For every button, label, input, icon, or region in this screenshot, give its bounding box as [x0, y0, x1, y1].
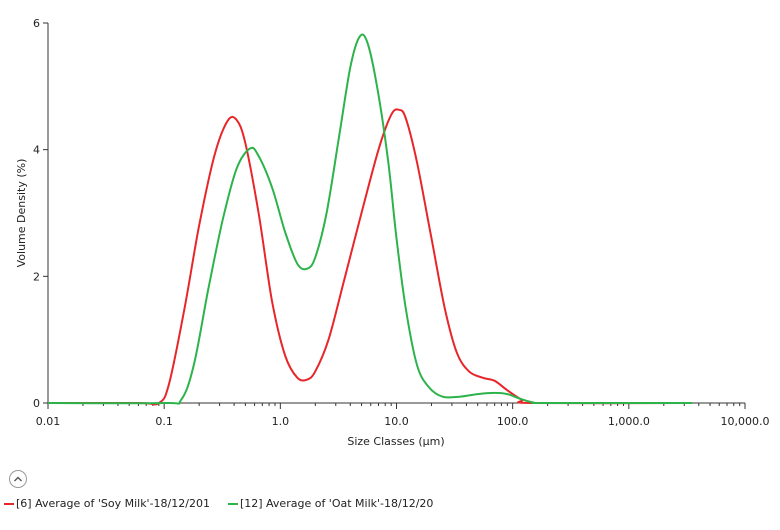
series-line-soy-milk[interactable] — [48, 108, 693, 406]
y-tick-label: 6 — [33, 17, 40, 30]
x-tick-label: 100.0 — [497, 415, 529, 428]
legend-swatch-soy-milk — [4, 502, 14, 505]
legend-item-oat-milk[interactable]: [12] Average of 'Oat Milk'-18/12/20 — [227, 497, 434, 510]
legend-item-soy-milk[interactable]: [6] Average of 'Soy Milk'-18/12/201 — [4, 497, 210, 510]
series-layer — [47, 33, 693, 406]
legend-label-soy-milk: [6] Average of 'Soy Milk'-18/12/201 — [16, 497, 210, 510]
x-tick-label: 1.0 — [272, 415, 290, 428]
collapse-legend-button[interactable] — [9, 470, 27, 488]
x-tick-label: 1,000.0 — [608, 415, 650, 428]
chart-axes — [47, 23, 745, 404]
x-tick-label: 0.01 — [36, 415, 61, 428]
chart-legend: [6] Average of 'Soy Milk'-18/12/201 [12]… — [4, 497, 451, 510]
y-tick-label: 4 — [33, 144, 40, 157]
x-tick-label: 10.0 — [384, 415, 409, 428]
x-tick-label: 0.1 — [155, 415, 173, 428]
y-axis-ticks: 0 2 4 6 — [33, 17, 48, 410]
y-tick-label: 0 — [33, 397, 40, 410]
y-tick-label: 2 — [33, 270, 40, 283]
series-line-oat-milk[interactable] — [47, 33, 693, 405]
volume-density-chart: 0.01 0.1 1.0 10.0 100.0 1,000.0 10,000.0 0246 … — [15, 17, 770, 448]
x-axis-ticks: 0.01 0.1 1.0 10.0 100.0 1,000.0 10,000.0 — [36, 403, 770, 428]
legend-swatch-oat-milk — [227, 502, 238, 505]
legend-label-oat-milk: [12] Average of 'Oat Milk'-18/12/20 — [239, 497, 434, 510]
chevron-up-icon — [14, 476, 22, 482]
x-tick-label: 10,000.0 — [721, 415, 770, 428]
x-axis-title: Size Classes (µm) — [347, 435, 444, 448]
y-axis-title: Volume Density (%) — [15, 159, 28, 268]
